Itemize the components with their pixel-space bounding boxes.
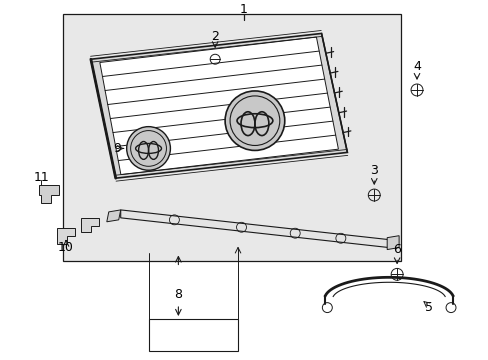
Circle shape [126, 127, 170, 170]
FancyBboxPatch shape [148, 319, 238, 351]
Polygon shape [81, 218, 99, 232]
FancyBboxPatch shape [63, 14, 400, 261]
Circle shape [224, 91, 284, 150]
Polygon shape [386, 236, 398, 249]
Text: 10: 10 [58, 241, 74, 254]
Text: 6: 6 [392, 243, 400, 256]
Text: 8: 8 [174, 288, 182, 301]
Text: 1: 1 [240, 3, 247, 16]
Text: 3: 3 [369, 164, 377, 177]
Text: 5: 5 [424, 301, 432, 314]
Polygon shape [106, 210, 121, 222]
Text: 4: 4 [412, 60, 420, 73]
Polygon shape [39, 185, 59, 203]
Text: 7: 7 [189, 328, 197, 341]
Polygon shape [91, 33, 346, 178]
Polygon shape [121, 210, 388, 248]
Text: 11: 11 [33, 171, 49, 184]
Text: 2: 2 [211, 30, 219, 43]
Text: 9: 9 [113, 142, 121, 155]
Polygon shape [57, 228, 75, 244]
Polygon shape [100, 37, 338, 175]
